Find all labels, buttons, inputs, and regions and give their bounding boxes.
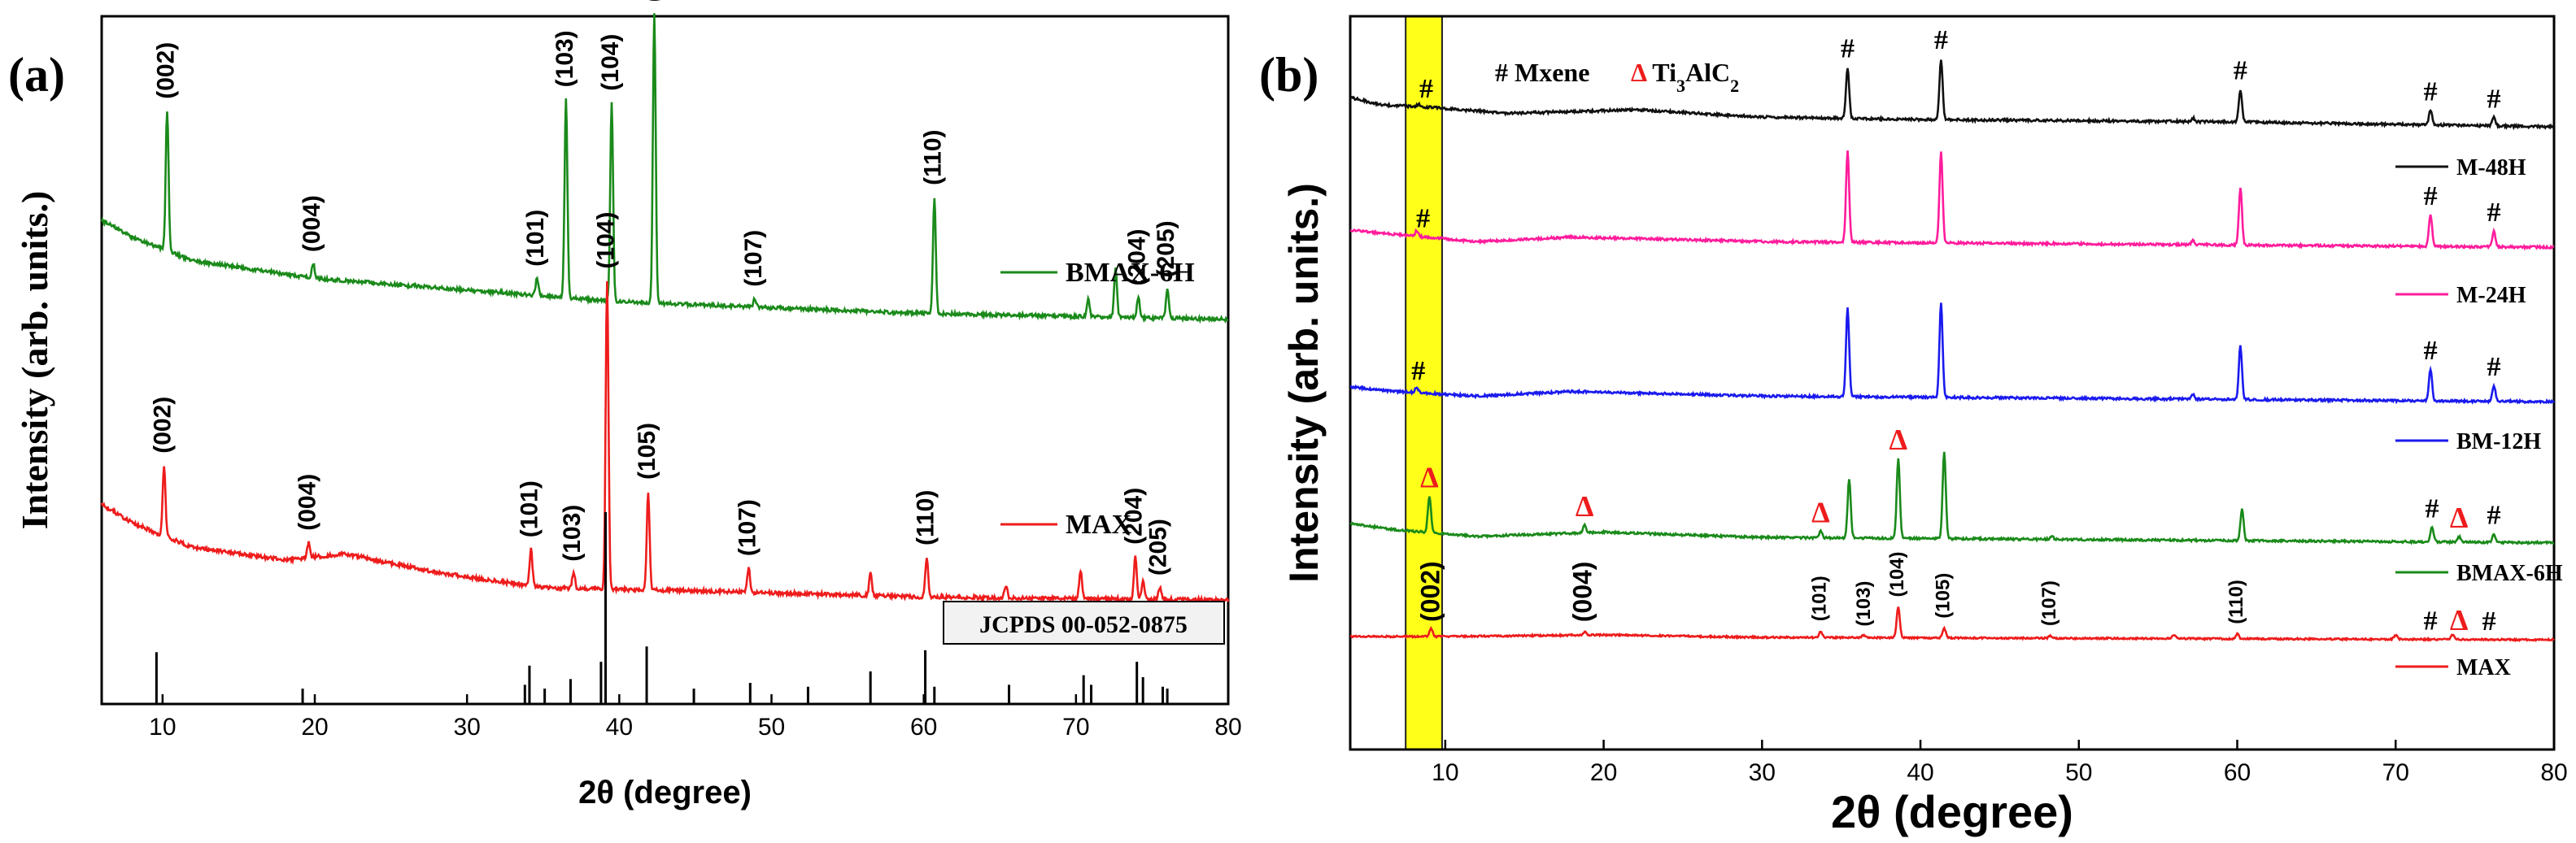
x-tick-label: 70 xyxy=(2382,759,2409,786)
peak-label: (004) xyxy=(294,474,320,531)
x-tick-label: 80 xyxy=(2540,759,2567,786)
legend-ti3alc2: Δ Ti3AlC2 xyxy=(1631,58,1739,96)
series-line-bmax-6h xyxy=(1349,451,2555,546)
reference-label: JCPDS 00-052-0875 xyxy=(979,611,1188,638)
panel-a: 10 20 30 40 50 60 70 80 2θ (degree) Intensity (ar… xyxy=(8,0,1242,810)
mxene-marker: # xyxy=(2234,56,2247,86)
series-line-m-48h xyxy=(1349,59,2555,131)
x-tick-label: 40 xyxy=(606,714,633,741)
peak-label: (104) xyxy=(1886,551,1908,597)
panel-label-b: (b) xyxy=(1259,48,1319,102)
legend-label: BMAX-6H xyxy=(2456,561,2563,586)
panel-label-a: (a) xyxy=(8,48,65,102)
series-line-bm-12h xyxy=(1349,302,2555,405)
mxene-marker: # xyxy=(2487,84,2501,114)
peak-label: (110) xyxy=(912,490,939,545)
ti3alc2-marker: Δ xyxy=(1420,461,1439,493)
peak-label: (110) xyxy=(920,129,947,185)
legend-label: BM-12H xyxy=(2456,429,2541,454)
ti3alc2-marker: Δ xyxy=(2450,501,2469,533)
peak-label: (205) xyxy=(1145,519,1172,576)
mxene-marker: # xyxy=(1419,74,1433,104)
peak-label: (107) xyxy=(740,230,767,287)
peak-label: (101) xyxy=(522,210,549,267)
peak-label: (205) xyxy=(1153,220,1179,277)
mxene-marker: # xyxy=(2424,336,2438,366)
ti3alc2-marker: Δ xyxy=(1576,489,1594,522)
mxene-marker: # xyxy=(1416,203,1430,233)
legend-mxene: # Mxene xyxy=(1495,58,1589,87)
y-axis-label: Intensity (arb. units.) xyxy=(1281,183,1327,583)
x-axis-label: 2θ (degree) xyxy=(1831,786,2073,837)
plot-frame-b xyxy=(1349,15,2556,751)
peak-label: (004) xyxy=(1568,562,1597,623)
peak-label: (104) xyxy=(597,34,624,91)
x-axis-label: 2θ (degree) xyxy=(578,775,752,810)
peak-label: (110) xyxy=(2225,580,2247,624)
legend-label: MAX xyxy=(2456,655,2511,680)
peak-label: (101) xyxy=(1809,576,1831,621)
reference-box xyxy=(943,601,1225,645)
peak-label: (204) xyxy=(1121,488,1148,545)
peak-label: (104) xyxy=(592,212,619,269)
mxene-marker: # xyxy=(1934,25,1948,55)
x-tick-label: 80 xyxy=(1214,714,1241,741)
mxene-marker: # xyxy=(2426,493,2439,524)
ti3alc2-marker: Δ xyxy=(1890,424,1908,456)
series-line-m-24h xyxy=(1349,150,2555,251)
ti3alc2-marker: Δ xyxy=(1811,496,1830,528)
series-line-max xyxy=(1349,606,2555,643)
x-tick-label: 40 xyxy=(1907,759,1933,786)
mxene-marker: # xyxy=(2424,181,2438,211)
plot-frame-a xyxy=(100,15,1230,706)
mxene-marker: # xyxy=(2424,606,2438,637)
peak-label: (002) xyxy=(150,397,177,454)
x-tick-label: 30 xyxy=(454,714,481,741)
peak-label: (103) xyxy=(551,30,578,87)
peak-label: (103) xyxy=(1853,581,1875,627)
peak-label: (105) xyxy=(1933,573,1955,619)
x-tick-label: 10 xyxy=(1432,759,1458,786)
mxene-marker: # xyxy=(1411,356,1425,386)
y-axis-label: Intensity (arb. units.) xyxy=(14,191,55,530)
x-tick-label: 20 xyxy=(1590,759,1617,786)
peak-label: (002) xyxy=(1416,561,1445,622)
series-line-bmax-6h xyxy=(100,13,1229,324)
legend-label: M-24H xyxy=(2456,283,2526,308)
mxene-marker: # xyxy=(2424,77,2438,107)
x-tick-label: 50 xyxy=(758,714,785,741)
series-line-max xyxy=(100,280,1230,606)
peak-label: (204) xyxy=(1123,228,1150,285)
legend-label: MAX xyxy=(1066,510,1132,540)
mxene-marker: # xyxy=(1841,34,1855,64)
mxene-marker: # xyxy=(2487,198,2501,228)
peak-label: (105) xyxy=(639,0,666,2)
ti3alc2-marker: Δ xyxy=(2450,604,2469,637)
legend-label: BMAX-6H xyxy=(1066,258,1195,288)
mxene-marker: # xyxy=(2487,352,2501,382)
peak-label: (107) xyxy=(2038,580,2060,626)
peak-label: (105) xyxy=(634,423,660,480)
peak-label: (107) xyxy=(734,499,761,556)
x-tick-label: 20 xyxy=(301,714,328,741)
peak-label: (101) xyxy=(517,480,543,537)
x-tick-label: 10 xyxy=(149,714,176,741)
x-tick-label: 60 xyxy=(910,714,937,741)
x-tick-label: 30 xyxy=(1749,759,1776,786)
peak-label: (002) xyxy=(152,42,179,99)
peak-label: (103) xyxy=(559,505,586,562)
x-tick-label: 60 xyxy=(2224,759,2251,786)
mxene-marker: # xyxy=(2482,606,2496,637)
x-tick-label: 70 xyxy=(1062,714,1089,741)
x-tick-label: 50 xyxy=(2065,759,2092,786)
mxene-marker: # xyxy=(2487,501,2501,531)
peak-label: (004) xyxy=(299,195,325,252)
legend-label: M-48H xyxy=(2456,155,2526,180)
panel-b: 10 20 30 40 50 60 70 80 2θ (degree) Intensity (ar… xyxy=(1259,15,2568,837)
